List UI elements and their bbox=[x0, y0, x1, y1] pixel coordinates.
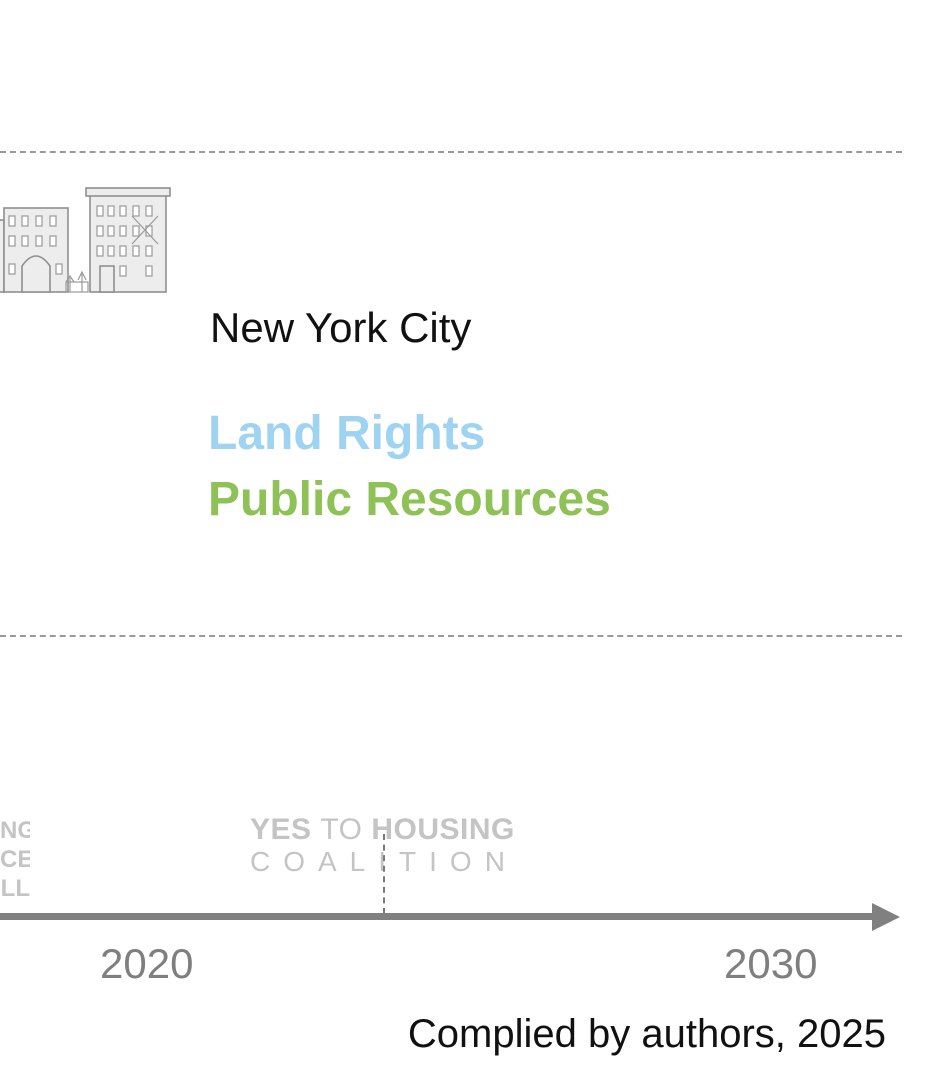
axis-arrow-icon bbox=[872, 903, 900, 931]
coalition-wordmark: COALITION bbox=[250, 846, 518, 877]
source-caption: Complied by authors, 2025 bbox=[407, 1012, 886, 1056]
row-houses-illustration bbox=[0, 187, 171, 293]
timeline-axis bbox=[0, 913, 876, 920]
theme-public-resources: Public Resources bbox=[208, 473, 611, 526]
partial-organization-logo: NG CE LL bbox=[0, 817, 30, 902]
tick-label-2020: 2020 bbox=[100, 940, 194, 987]
city-label: New York City bbox=[210, 304, 472, 351]
section-divider-bottom bbox=[0, 635, 902, 637]
timeline-event-marker bbox=[383, 834, 385, 914]
tick-label-2030: 2030 bbox=[724, 940, 818, 987]
theme-land-rights: Land Rights bbox=[208, 407, 486, 460]
yes-to-housing-logo: YES TO HOUSING bbox=[250, 813, 515, 846]
section-divider-top bbox=[0, 151, 902, 153]
